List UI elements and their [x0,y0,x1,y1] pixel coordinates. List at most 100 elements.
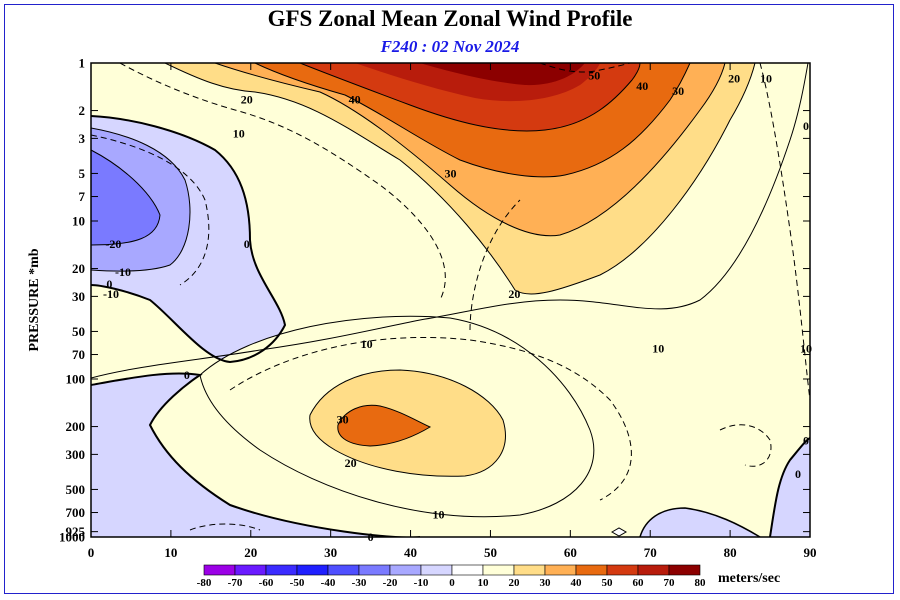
contour-neg10 [91,127,191,272]
colorbar-swatch [575,564,608,576]
colorbar-swatch [358,564,391,576]
contour-20-upper [164,63,756,295]
contour-label: 0 [803,119,809,133]
colorbar-swatch [327,564,360,576]
colorbar-label: -70 [228,577,243,589]
band-neg10-0-lower [91,373,420,537]
contour-label: 20 [728,71,740,85]
colorbar-label: 40 [571,577,583,589]
small-diamond-marker [610,527,628,537]
contour-dashed-1 [119,63,446,301]
y-tick-label: 5 [79,166,86,181]
x-tick-label: 20 [244,545,257,560]
contour-neg20 [91,149,161,246]
colorbar-swatch [451,564,484,576]
colorbar-label: -60 [259,577,274,589]
contour-label: 30 [337,412,349,426]
x-tick-label: 50 [484,545,497,560]
contour-label: -10 [103,287,119,301]
contour-dashed-3 [229,336,632,501]
colorbar-swatch [606,564,639,576]
colorbar-swatch [296,564,329,576]
contour-label: 10 [433,507,445,521]
y-tick-label: 300 [66,447,86,462]
contour-dashed-4 [539,63,631,73]
contour-zero-lower [91,372,420,537]
x-tick-label: 80 [724,545,737,560]
colorbar-units: meters/sec [718,571,781,586]
chart-title: GFS Zonal Mean Zonal Wind Profile [267,6,633,31]
colorbar-label: -30 [352,577,367,589]
band-30-40-subtropical [337,405,430,446]
colorbar-swatch [668,564,701,576]
band-neg10-0-lower-right [640,508,760,537]
plot-border [90,62,811,538]
contour-zero-right [769,437,810,537]
colorbar-label: 50 [602,577,614,589]
band-10-20-left [91,298,160,352]
contour-label: 0 [368,530,374,544]
colorbar-label: 70 [664,577,676,589]
y-tick-label: 200 [66,419,86,434]
x-axis: 0 10 20 30 40 50 60 70 80 90 [88,63,817,560]
y-tick-label: 2 [79,103,86,118]
colorbar-swatch [420,564,453,576]
contour-10-mid [91,63,809,379]
band-neg30-neg20 [91,150,160,245]
y-tick-label: 7 [79,189,86,204]
contour-label: 20 [345,456,357,470]
colorbar-swatch [265,564,298,576]
contour-label: 10 [361,337,373,351]
contour-line-layer [91,63,810,537]
x-tick-label: 30 [324,545,337,560]
contour-label: 30 [672,84,684,98]
y-tick-label: 3 [79,131,86,146]
contour-label: 20 [241,92,253,106]
contour-label: 30 [445,166,457,180]
contour-label: -20 [105,237,121,251]
x-tick-label: 70 [644,545,657,560]
x-tick-label: 0 [88,545,95,560]
y-tick-label: 1 [79,56,86,71]
colorbar-label: 30 [540,577,552,589]
contour-fill-layer [91,63,810,537]
y-tick-label: 20 [72,261,85,276]
colorbar-label: -40 [321,577,336,589]
colorbar-swatch [389,564,422,576]
chart-subtitle: F240 : 02 Nov 2024 [380,37,520,56]
colorbar-label: -20 [383,577,398,589]
contour-label: 10 [800,341,812,355]
contour-label: 0 [795,467,801,481]
contour-30-subtropical [337,404,432,447]
y-tick-label: 700 [66,505,86,520]
colorbar-label: 0 [449,577,455,589]
contour-label: 10 [652,341,664,355]
contour-dashed-2 [91,134,210,286]
contour-20-subtropical [309,369,506,477]
y-tick-label: 500 [66,482,86,497]
x-tick-label: 60 [564,545,577,560]
y-tick-label: 50 [72,324,85,339]
x-tick-label: 40 [404,545,417,560]
y-tick-label: 70 [72,347,85,362]
contour-dashed-5 [469,199,521,331]
y-tick-label: 1000 [59,530,85,545]
colorbar-swatch [544,564,577,576]
contour-dashed-8 [719,424,772,467]
x-tick-label: 90 [804,545,817,560]
outer-frame [4,4,894,594]
colorbar-label: 60 [633,577,645,589]
colorbar-label: -10 [414,577,429,589]
band-70-80-upper [420,63,585,86]
colorbar-swatch [234,564,267,576]
colorbar-swatch [513,564,546,576]
contour-label: 10 [233,127,245,141]
contour-label: -10 [115,265,131,279]
contour-label: 0 [803,433,809,447]
contour-label: 50 [588,69,600,83]
contour-label: 0 [184,368,190,382]
y-tick-label: 30 [72,289,85,304]
